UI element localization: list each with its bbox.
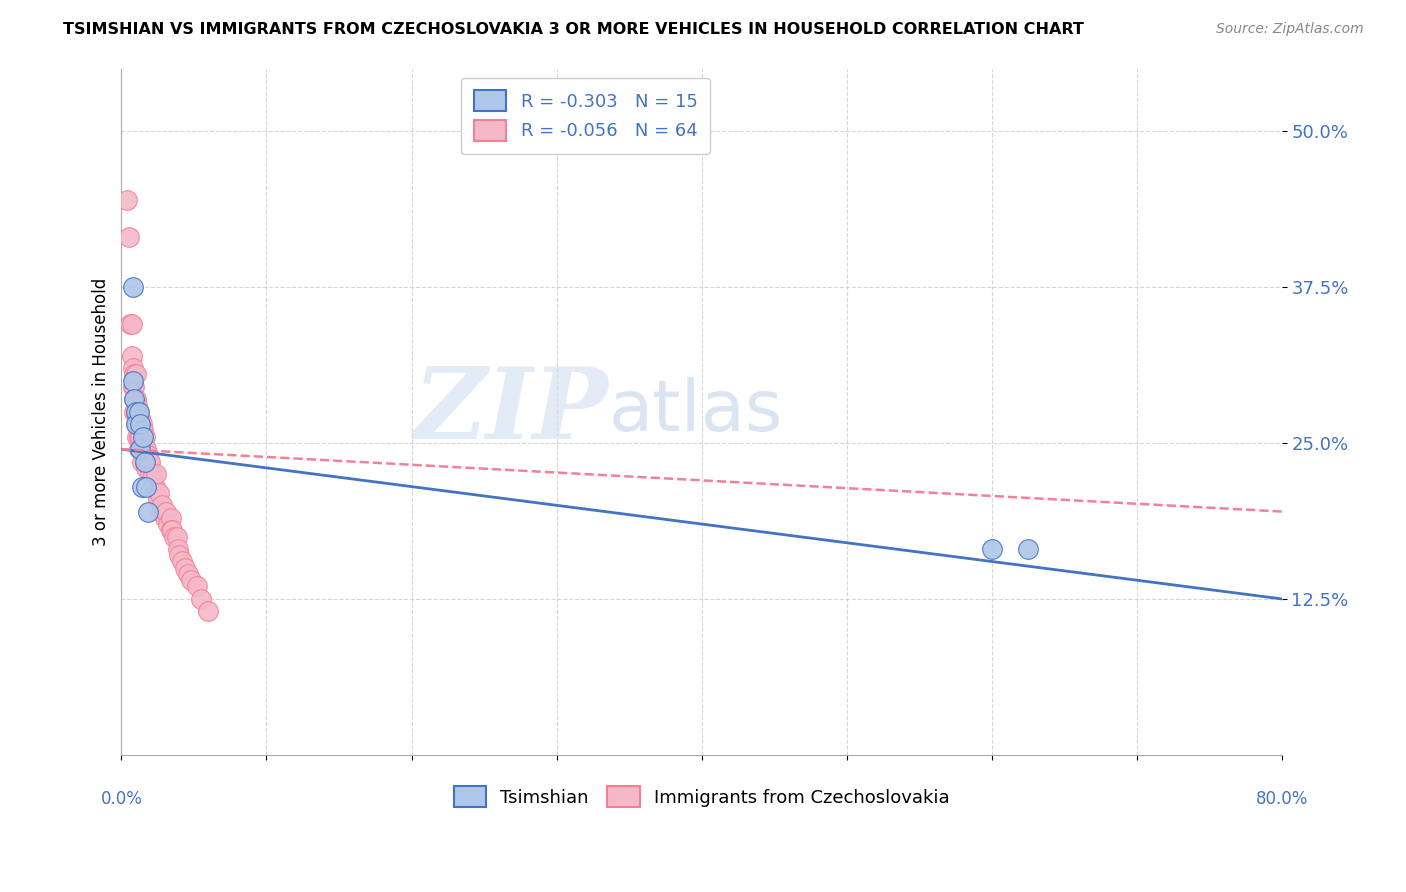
Point xyxy=(186,579,208,593)
Point xyxy=(167,541,190,556)
Point xyxy=(149,504,172,518)
Point xyxy=(121,318,143,332)
Point xyxy=(129,417,152,432)
Point xyxy=(135,461,157,475)
Point xyxy=(127,411,149,425)
Point xyxy=(159,523,181,537)
Point xyxy=(134,430,156,444)
Point xyxy=(122,374,145,388)
Point xyxy=(169,548,191,562)
Point xyxy=(131,442,153,457)
Point xyxy=(129,442,152,457)
Point xyxy=(118,230,141,244)
Point xyxy=(143,480,166,494)
Point xyxy=(125,392,148,407)
Point xyxy=(125,368,148,382)
Point xyxy=(115,193,138,207)
Point xyxy=(980,541,1002,556)
Point xyxy=(132,424,155,438)
Point xyxy=(134,442,156,457)
Point xyxy=(127,430,149,444)
Point xyxy=(121,349,143,363)
Point xyxy=(129,430,152,444)
Point xyxy=(197,604,219,618)
Text: Source: ZipAtlas.com: Source: ZipAtlas.com xyxy=(1216,22,1364,37)
Text: atlas: atlas xyxy=(609,377,783,446)
Point xyxy=(120,318,142,332)
Point xyxy=(146,491,169,506)
Text: 0.0%: 0.0% xyxy=(100,789,142,808)
Point xyxy=(1017,541,1039,556)
Point xyxy=(122,280,145,294)
Point xyxy=(135,480,157,494)
Point xyxy=(148,485,170,500)
Point xyxy=(174,560,197,574)
Point xyxy=(128,430,150,444)
Point xyxy=(125,417,148,432)
Point xyxy=(128,442,150,457)
Point xyxy=(153,510,176,524)
Point xyxy=(139,467,162,482)
Point xyxy=(125,405,148,419)
Point xyxy=(124,405,146,419)
Text: ZIP: ZIP xyxy=(413,363,609,460)
Point xyxy=(128,405,150,419)
Text: 80.0%: 80.0% xyxy=(1256,789,1308,808)
Point xyxy=(163,529,186,543)
Point xyxy=(172,554,194,568)
Point xyxy=(159,510,181,524)
Point xyxy=(145,467,167,482)
Point xyxy=(142,467,165,482)
Point xyxy=(124,392,146,407)
Point xyxy=(134,455,156,469)
Point xyxy=(129,442,152,457)
Point xyxy=(155,504,177,518)
Text: TSIMSHIAN VS IMMIGRANTS FROM CZECHOSLOVAKIA 3 OR MORE VEHICLES IN HOUSEHOLD CORR: TSIMSHIAN VS IMMIGRANTS FROM CZECHOSLOVA… xyxy=(63,22,1084,37)
Point xyxy=(138,455,160,469)
Point xyxy=(136,449,159,463)
Point xyxy=(125,417,148,432)
Point xyxy=(124,392,146,407)
Point xyxy=(127,399,149,413)
Point xyxy=(166,529,188,543)
Point xyxy=(190,591,212,606)
Point xyxy=(125,405,148,419)
Point xyxy=(150,498,173,512)
Point xyxy=(122,361,145,376)
Point xyxy=(128,405,150,419)
Point xyxy=(134,455,156,469)
Point xyxy=(128,417,150,432)
Point xyxy=(136,504,159,518)
Point xyxy=(132,430,155,444)
Point xyxy=(160,523,183,537)
Point xyxy=(156,516,179,531)
Point xyxy=(131,417,153,432)
Point xyxy=(131,480,153,494)
Point xyxy=(177,566,200,581)
Point xyxy=(180,573,202,587)
Point xyxy=(131,455,153,469)
Point xyxy=(129,411,152,425)
Point xyxy=(132,442,155,457)
Point xyxy=(141,474,163,488)
Point xyxy=(122,380,145,394)
Y-axis label: 3 or more Vehicles in Household: 3 or more Vehicles in Household xyxy=(93,277,110,546)
Legend: Tsimshian, Immigrants from Czechoslovakia: Tsimshian, Immigrants from Czechoslovaki… xyxy=(446,780,957,814)
Point xyxy=(124,380,146,394)
Point xyxy=(139,455,162,469)
Point xyxy=(124,368,146,382)
Point xyxy=(135,442,157,457)
